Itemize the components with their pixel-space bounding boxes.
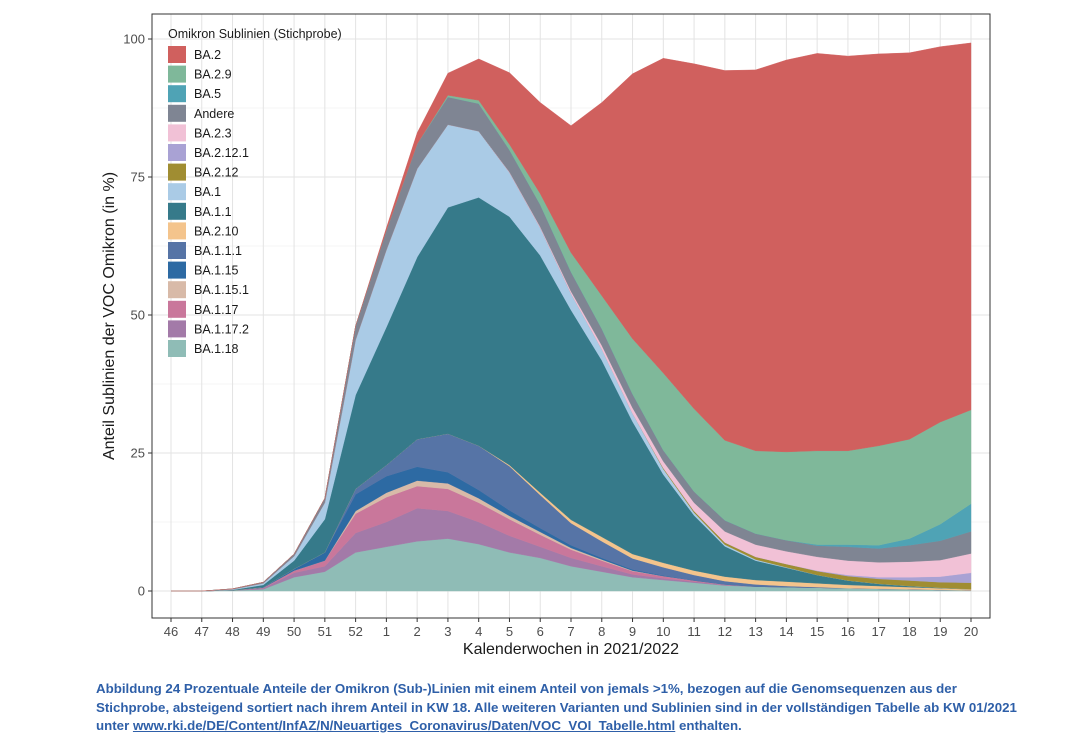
- legend-label-ba-1-1: BA.1.1: [194, 205, 232, 219]
- y-tick-label: 0: [138, 584, 145, 599]
- x-tick-label: 1: [383, 624, 390, 639]
- legend-label-ba-1: BA.1: [194, 185, 221, 199]
- legend-swatch-ba-2-10: [168, 222, 186, 240]
- legend-label-ba-2: BA.2: [194, 48, 221, 62]
- legend-label-ba-2-3: BA.2.3: [194, 126, 232, 140]
- legend-swatch-ba-1-18: [168, 340, 186, 357]
- x-tick-label: 48: [225, 624, 239, 639]
- y-tick-label: 25: [131, 446, 145, 461]
- legend-swatch-ba-1-17: [168, 300, 186, 318]
- legend-swatch-ba-1: [168, 183, 186, 201]
- y-tick-label: 50: [131, 308, 145, 323]
- legend-label-ba-1-15: BA.1.15: [194, 264, 239, 278]
- legend-label-ba-1-1-1: BA.1.1.1: [194, 244, 242, 258]
- x-tick-label: 13: [748, 624, 762, 639]
- area-layers: [171, 42, 972, 592]
- legend-swatch-ba-1-1: [168, 202, 186, 220]
- x-tick-label: 15: [810, 624, 824, 639]
- y-axis-title: Anteil Sublinien der VOC Omikron (in %): [101, 172, 118, 460]
- x-tick-label: 47: [195, 624, 209, 639]
- legend-swatch-ba-2-9: [168, 65, 186, 83]
- legend-label-ba-2-12: BA.2.12: [194, 166, 239, 180]
- x-tick-label: 20: [964, 624, 978, 639]
- x-tick-label: 6: [537, 624, 544, 639]
- x-tick-label: 19: [933, 624, 947, 639]
- area-series-ba-2: [171, 42, 972, 592]
- x-axis-ticks: 46 47 48 49 50 51 52 1 2 3 4 5 6 7 8 9 10 11 12 13 14 15 16 17 1…: [164, 618, 978, 639]
- x-tick-label: 14: [779, 624, 793, 639]
- legend-label-ba-1-18: BA.1.18: [194, 342, 239, 356]
- legend-swatch-ba-2-12-1: [168, 144, 186, 161]
- legend-swatch-ba-1-1-1: [168, 242, 186, 259]
- caption-link[interactable]: www.rki.de/DE/Content/InfAZ/N/Neuartiges…: [132, 718, 676, 733]
- x-tick-label: 12: [718, 624, 732, 639]
- x-tick-label: 49: [256, 624, 270, 639]
- x-tick-label: 5: [506, 624, 513, 639]
- legend-swatch-ba-2-3: [168, 124, 186, 142]
- x-tick-label: 7: [567, 624, 574, 639]
- x-tick-label: 9: [629, 624, 636, 639]
- x-tick-label: 16: [841, 624, 855, 639]
- legend-label-ba-2-12-1: BA.2.12.1: [194, 146, 249, 160]
- x-tick-label: 11: [687, 624, 701, 639]
- legend-swatch-ba-1-15-1: [168, 281, 186, 299]
- legend-swatch-ba-2: [168, 46, 186, 63]
- x-tick-label: 17: [871, 624, 885, 639]
- legend-label-ba-2-10: BA.2.10: [194, 224, 239, 238]
- x-tick-label: 18: [902, 624, 916, 639]
- x-tick-label: 50: [287, 624, 301, 639]
- legend-title: Omikron Sublinien (Stichprobe): [168, 27, 342, 41]
- legend-swatch-andere: [168, 104, 186, 122]
- legend-swatch-ba-1-15: [168, 261, 186, 279]
- x-tick-label: 51: [318, 624, 332, 639]
- legend: Omikron Sublinien (Stichprobe) BA.2 BA.2.…: [168, 27, 342, 357]
- legend-label-ba-1-15-1: BA.1.15.1: [194, 283, 249, 297]
- figure-caption: Abbildung 24 Prozentuale Anteile der Omi…: [96, 680, 1026, 736]
- x-tick-label: 3: [444, 624, 451, 639]
- legend-swatch-ba-1-17-2: [168, 320, 186, 338]
- x-tick-label: 8: [598, 624, 605, 639]
- caption-text: Abbildung 24 Prozentuale Anteile der Omi…: [96, 681, 1017, 733]
- legend-label-ba-2-9: BA.2.9: [194, 68, 232, 82]
- y-axis-ticks: 0 25 50 75 100: [123, 32, 152, 599]
- legend-label-ba-1-17-2: BA.1.17.2: [194, 322, 249, 336]
- x-tick-label: 2: [414, 624, 421, 639]
- legend-swatch-ba-2-12: [168, 163, 186, 181]
- x-tick-label: 10: [656, 624, 670, 639]
- legend-label-andere: Andere: [194, 107, 234, 121]
- legend-swatch-ba-5: [168, 85, 186, 103]
- y-tick-label: 100: [123, 32, 145, 47]
- caption-suffix: enthalten.: [675, 718, 742, 733]
- y-tick-label: 75: [131, 170, 145, 185]
- legend-label-ba-5: BA.5: [194, 87, 221, 101]
- legend-label-ba-1-17: BA.1.17: [194, 303, 239, 317]
- x-tick-label: 4: [475, 624, 482, 639]
- x-axis-title: Kalenderwochen in 2021/2022: [463, 641, 679, 658]
- x-tick-label: 52: [348, 624, 362, 639]
- x-tick-label: 46: [164, 624, 178, 639]
